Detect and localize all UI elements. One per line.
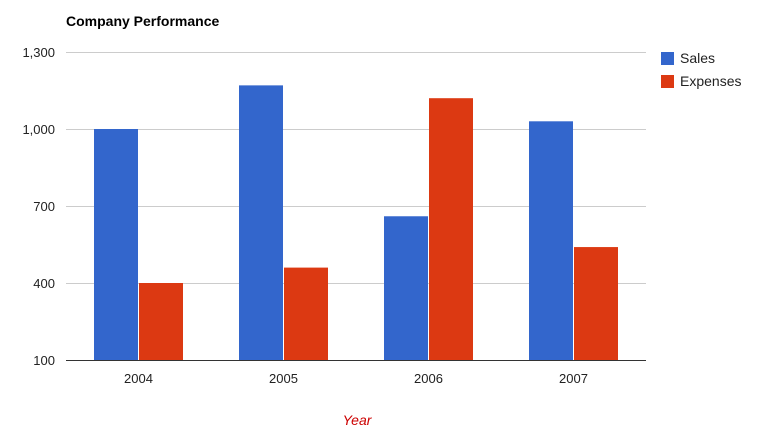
bar-sales-2004[interactable] [94,129,138,360]
bar-sales-2005[interactable] [239,85,283,360]
bars [94,85,618,360]
bar-expenses-2005[interactable] [284,267,328,360]
x-axis-ticks: 2004 2005 2006 2007 [124,371,588,386]
legend: Sales Expenses [661,50,741,89]
y-tick-label: 100 [33,353,55,368]
bar-sales-2006[interactable] [384,216,428,360]
y-axis-ticks: 100 400 700 1,000 1,300 [22,45,55,368]
x-tick-label: 2006 [414,371,443,386]
x-tick-label: 2005 [269,371,298,386]
y-tick-label: 1,300 [22,45,55,60]
bar-expenses-2007[interactable] [574,247,618,360]
bar-expenses-2004[interactable] [139,283,183,360]
x-tick-label: 2007 [559,371,588,386]
bar-sales-2007[interactable] [529,121,573,360]
legend-swatch-expenses [661,75,674,88]
bar-expenses-2006[interactable] [429,98,473,360]
y-tick-label: 400 [33,276,55,291]
chart-title: Company Performance [66,13,219,29]
legend-label-sales: Sales [680,50,715,66]
legend-label-expenses: Expenses [680,73,741,89]
y-tick-label: 700 [33,199,55,214]
y-tick-label: 1,000 [22,122,55,137]
legend-swatch-sales [661,52,674,65]
x-tick-label: 2004 [124,371,153,386]
x-axis-label: Year [343,412,373,428]
